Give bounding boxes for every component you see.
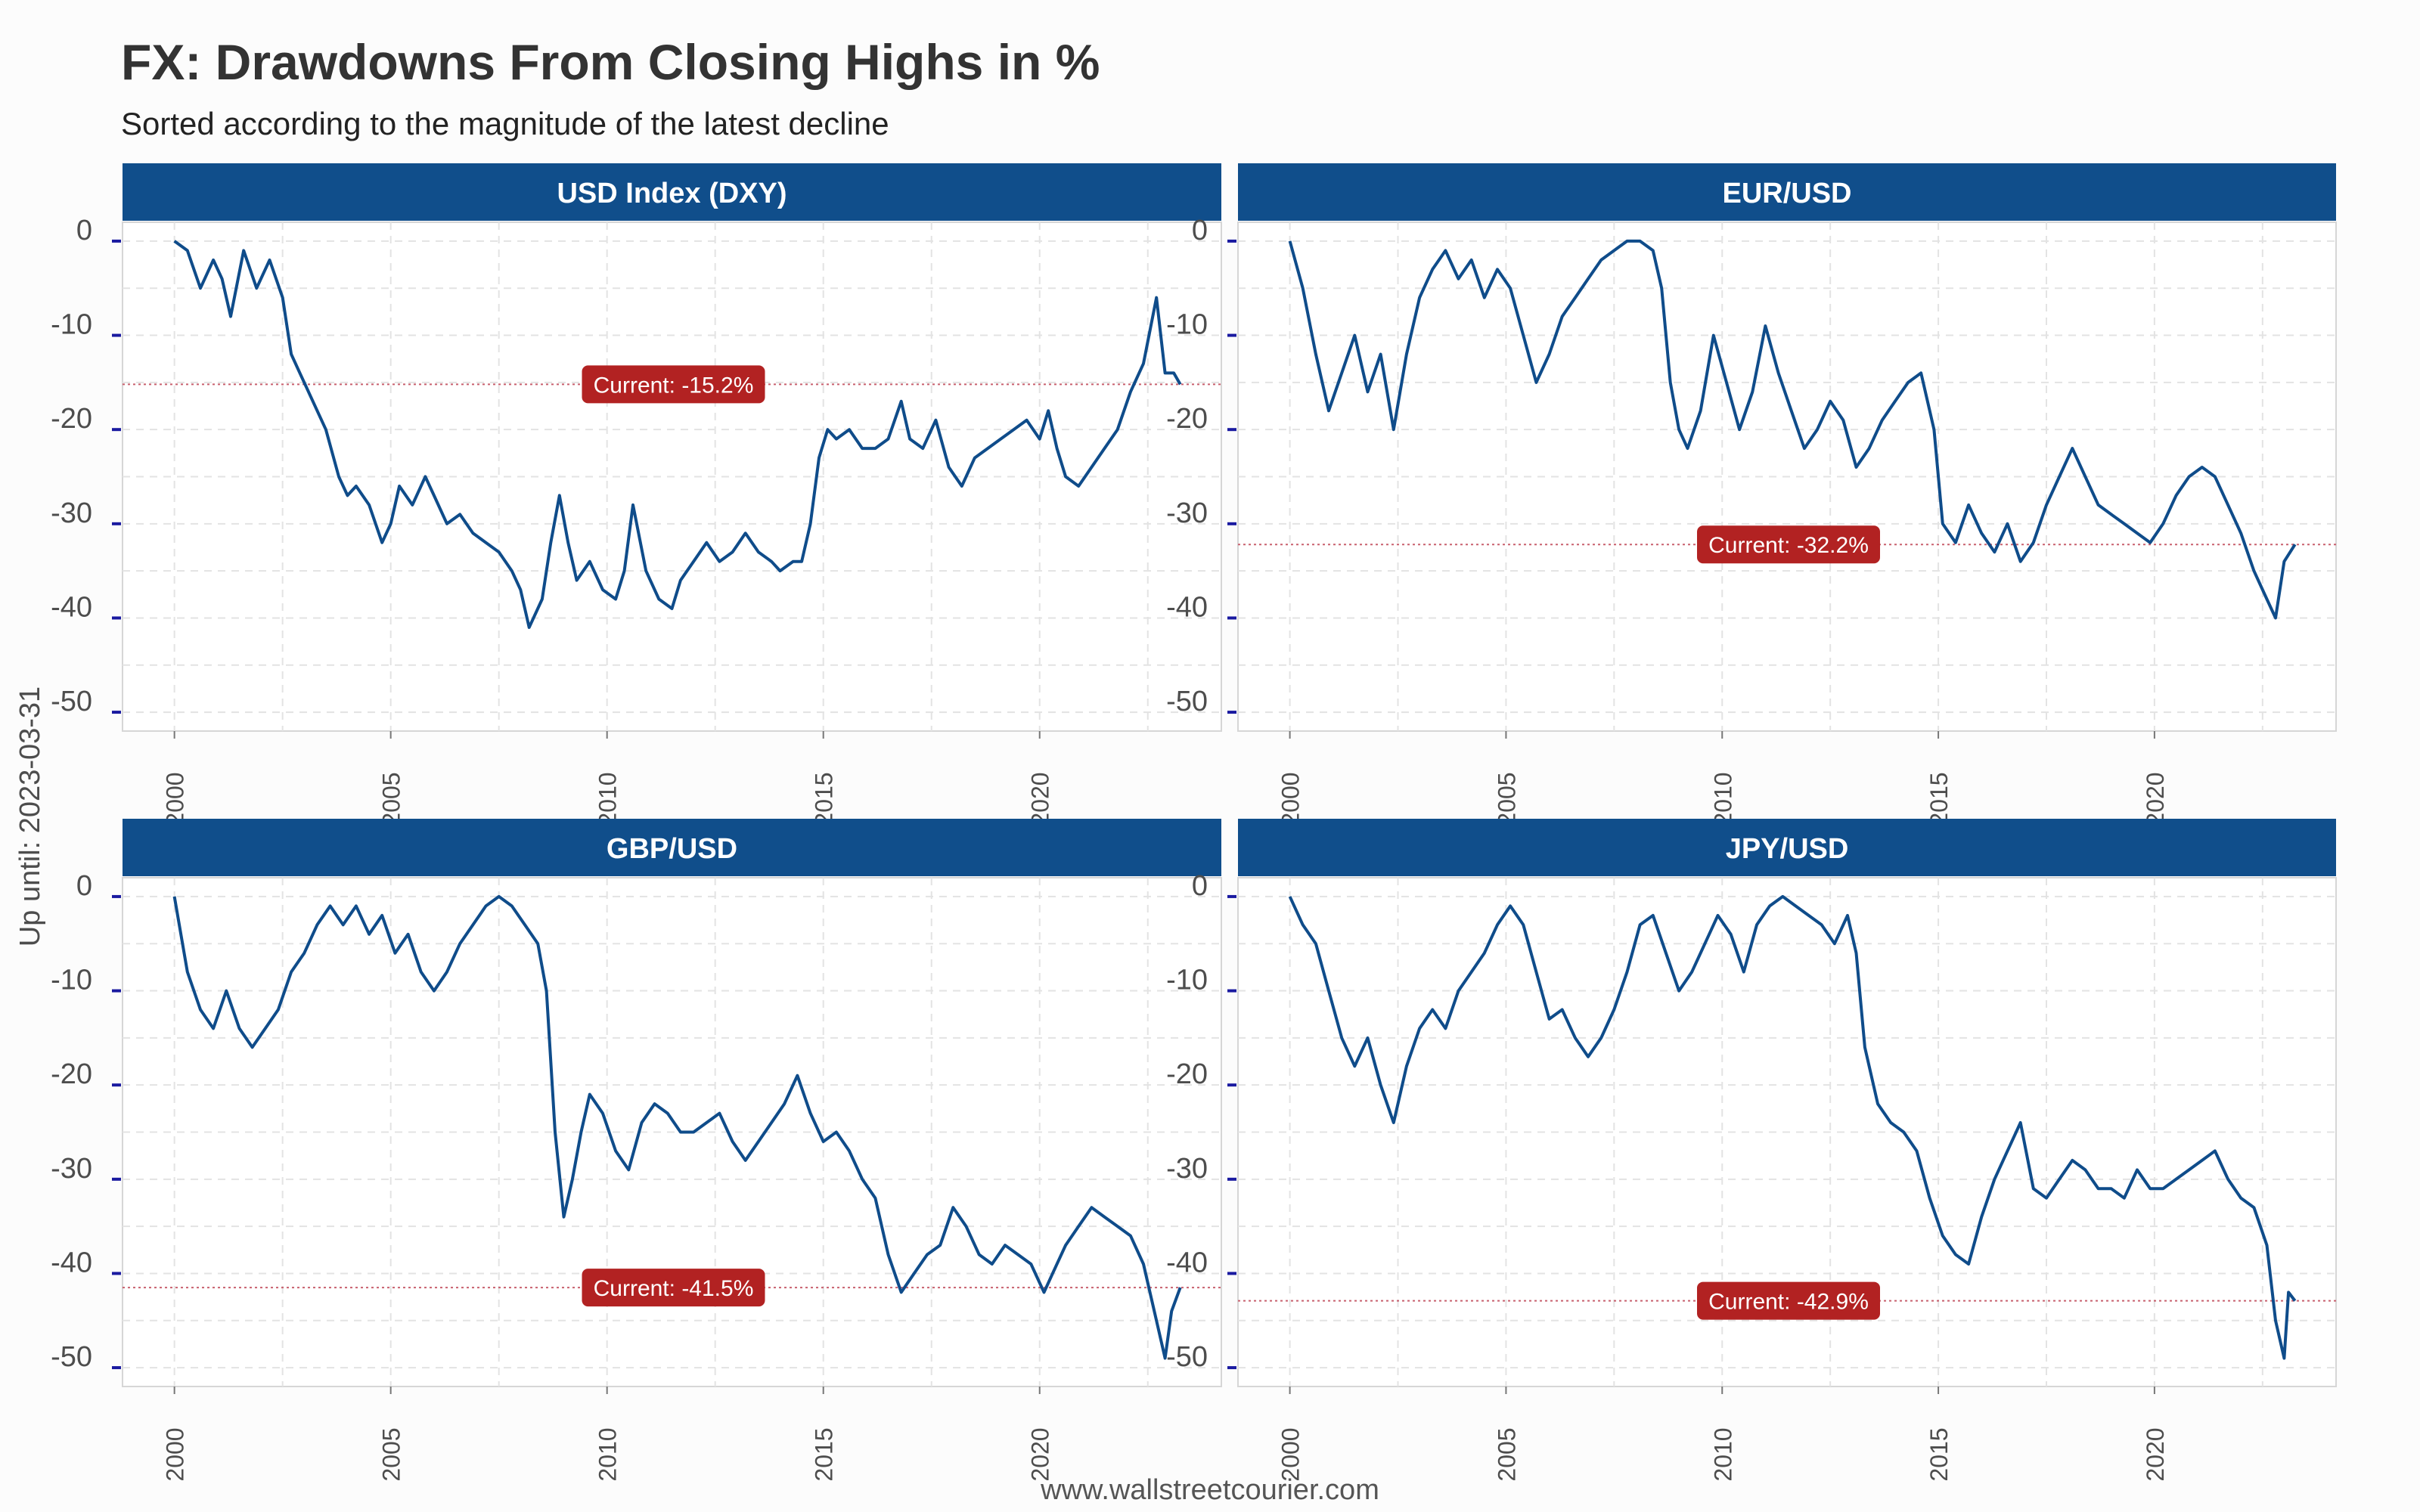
y-tick-label: -30 [1166,497,1208,529]
panel-2: EUR/USD 0 -10 -20 -30 -40 -50 2000 2005 2010 2015 2… [1166,163,2337,826]
panel-3: GBP/USD 0 -10 -20 -30 -40 -50 2000 2005 2010 2015 2… [51,819,1222,1482]
y-tick-label: -40 [1166,591,1208,623]
drawdown-series-line [173,240,1182,629]
current-badge [582,1269,765,1307]
panel-1: USD Index (DXY) 0 -10 -20 -30 -40 -50 2000 2005 2… [51,163,1222,826]
y-tick-label: -10 [1166,309,1208,341]
panel-strip [123,163,1221,221]
y-tick-label: -40 [51,591,92,623]
current-badge-label: Current: -42.9% [1708,1290,1869,1315]
chart-title: FX: Drawdowns From Closing Highs in % [121,34,1100,90]
x-tick-label: 2010 [594,772,622,826]
x-tick-label: 2005 [378,772,405,826]
drawdown-series-line [1288,894,2297,1360]
y-tick-label: -50 [51,686,92,717]
x-tick-label: 2015 [1925,772,1953,826]
panels-group: USD Index (DXY) 0 -10 -20 -30 -40 -50 2000 2005 2… [51,163,2337,1482]
current-badge-label: Current: -15.2% [594,373,754,398]
chart-subtitle: Sorted according to the magnitude of the… [121,106,889,141]
y-tick-label: -10 [51,965,92,996]
drawdown-series-line [172,894,1182,1360]
current-badge-label: Current: -32.2% [1708,533,1869,558]
y-tick-label: -10 [1166,965,1208,996]
footer-url: www.wallstreetcourier.com [1041,1474,1379,1506]
panel-strip [123,819,1221,876]
x-tick-label: 2015 [811,772,838,826]
x-tick-label: 2020 [1027,1427,1054,1481]
panel-title: GBP/USD [607,833,737,865]
x-tick-label: 2000 [162,1427,189,1481]
panel-4: JPY/USD 0 -10 -20 -30 -40 -50 2000 2005 2010 2015 2… [1166,819,2337,1482]
y-tick-label: 0 [1192,215,1208,246]
panel-strip [1238,163,2336,221]
x-tick-label: 2015 [1925,1427,1953,1481]
panel-title: USD Index (DXY) [557,178,786,209]
y-tick-label: -20 [51,403,92,435]
x-tick-label: 2010 [1709,772,1736,826]
x-tick-label: 2005 [378,1427,405,1481]
y-tick-label: -30 [51,1153,92,1185]
y-tick-label: -30 [51,497,92,529]
x-tick-label: 2020 [2142,1427,2169,1481]
y-tick-label: -20 [1166,403,1208,435]
x-tick-label: 2015 [811,1427,838,1481]
x-tick-label: 2010 [1709,1427,1736,1481]
y-tick-label: -50 [51,1341,92,1373]
current-badge-label: Current: -41.5% [594,1276,754,1301]
current-badge [1697,1281,1880,1320]
y-tick-label: -40 [1166,1247,1208,1278]
panel-title: JPY/USD [1726,833,1849,865]
y-tick-label: -40 [51,1247,92,1278]
x-tick-label: 2000 [162,772,189,826]
x-tick-label: 2005 [1493,772,1520,826]
x-tick-label: 2000 [1277,1427,1305,1481]
y-axis-label: Up until: 2023-03-31 [14,686,46,947]
panel-title: EUR/USD [1722,178,1851,209]
x-tick-label: 2020 [2142,772,2169,826]
y-tick-label: 0 [76,215,92,246]
y-tick-label: -30 [1166,1153,1208,1185]
y-tick-label: -20 [1166,1058,1208,1090]
drawdown-series-line [1288,239,2297,620]
current-badge [582,365,765,404]
current-badge [1697,525,1880,564]
y-tick-label: 0 [76,870,92,902]
y-tick-label: -50 [1166,686,1208,717]
y-tick-label: -50 [1166,1341,1208,1373]
x-tick-label: 2005 [1493,1427,1520,1481]
y-tick-label: -10 [51,309,92,341]
x-tick-label: 2020 [1027,772,1054,826]
panel-strip [1238,819,2336,876]
y-tick-label: 0 [1192,870,1208,902]
y-tick-label: -20 [51,1058,92,1090]
x-tick-label: 2000 [1277,772,1305,826]
x-tick-label: 2010 [594,1427,622,1481]
